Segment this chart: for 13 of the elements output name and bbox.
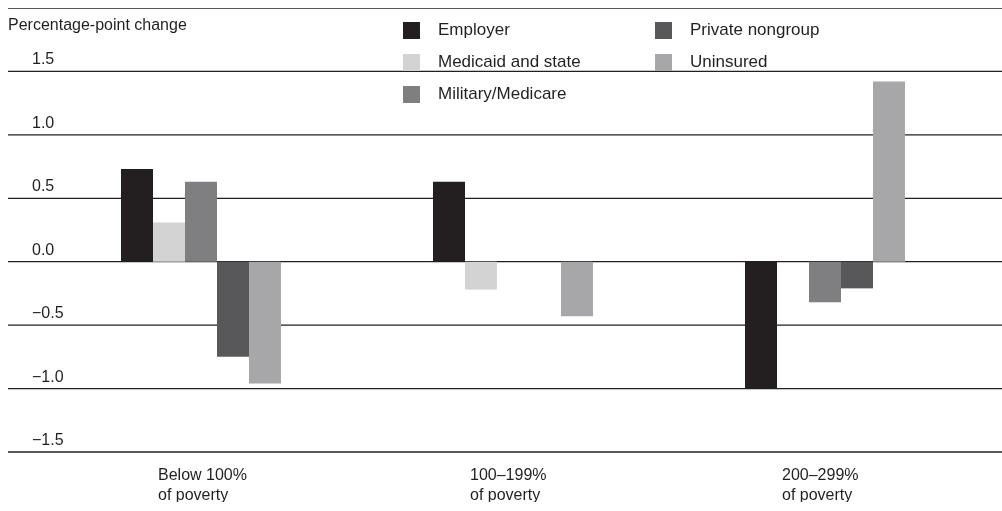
legend-label: Military/Medicare (438, 84, 567, 104)
legend-label: Employer (438, 20, 510, 40)
y-tick-label: 0.5 (32, 177, 55, 195)
legend-label: Uninsured (690, 52, 768, 72)
y-tick-label: 1.0 (32, 113, 55, 131)
y-tick-label: 0.0 (32, 240, 55, 258)
legend-label: Medicaid and state (438, 52, 581, 72)
y-tick-label: −1.0 (32, 367, 64, 385)
y-tick-label: 1.5 (32, 50, 55, 68)
legend-label: Private nongroup (690, 20, 820, 40)
y-tick-label: −1.5 (32, 431, 64, 448)
y-axis-title: Percentage-point change (8, 16, 187, 34)
y-tick-label: −0.5 (32, 304, 64, 322)
